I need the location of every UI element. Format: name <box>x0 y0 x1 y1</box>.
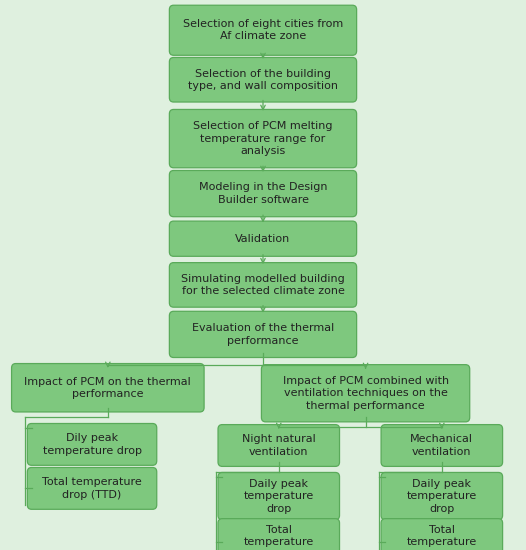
Text: Daily peak
temperature
drop: Daily peak temperature drop <box>407 478 477 514</box>
FancyBboxPatch shape <box>381 472 502 520</box>
Text: Total
temperature
drop (TTD): Total temperature drop (TTD) <box>244 525 314 550</box>
Text: Selection of eight cities from
Af climate zone: Selection of eight cities from Af climat… <box>183 19 343 41</box>
Text: Total temperature
drop (TTD): Total temperature drop (TTD) <box>42 477 142 499</box>
FancyBboxPatch shape <box>169 109 357 168</box>
Text: Daily peak
temperature
drop: Daily peak temperature drop <box>244 478 314 514</box>
Text: Dily peak
temperature drop: Dily peak temperature drop <box>43 433 141 455</box>
FancyBboxPatch shape <box>381 519 502 550</box>
FancyBboxPatch shape <box>261 365 470 422</box>
FancyBboxPatch shape <box>169 6 357 56</box>
FancyBboxPatch shape <box>381 425 502 466</box>
Text: Modeling in the Design
Builder software: Modeling in the Design Builder software <box>199 183 327 205</box>
Text: Simulating modelled building
for the selected climate zone: Simulating modelled building for the sel… <box>181 274 345 296</box>
FancyBboxPatch shape <box>169 263 357 307</box>
FancyBboxPatch shape <box>218 425 340 466</box>
FancyBboxPatch shape <box>218 519 340 550</box>
Text: Impact of PCM combined with
ventilation techniques on the
thermal performance: Impact of PCM combined with ventilation … <box>282 376 449 411</box>
FancyBboxPatch shape <box>27 424 157 465</box>
FancyBboxPatch shape <box>218 472 340 520</box>
FancyBboxPatch shape <box>169 221 357 256</box>
FancyBboxPatch shape <box>169 58 357 102</box>
FancyBboxPatch shape <box>169 311 357 358</box>
FancyBboxPatch shape <box>12 364 204 412</box>
Text: Total
temperature
drop (TTD): Total temperature drop (TTD) <box>407 525 477 550</box>
Text: Selection of the building
type, and wall composition: Selection of the building type, and wall… <box>188 69 338 91</box>
Text: Impact of PCM on the thermal
performance: Impact of PCM on the thermal performance <box>24 377 191 399</box>
Text: Mechanical
ventilation: Mechanical ventilation <box>410 434 473 456</box>
Text: Evaluation of the thermal
performance: Evaluation of the thermal performance <box>192 323 334 345</box>
FancyBboxPatch shape <box>169 170 357 217</box>
Text: Selection of PCM melting
temperature range for
analysis: Selection of PCM melting temperature ran… <box>193 121 333 156</box>
Text: Night natural
ventilation: Night natural ventilation <box>242 434 316 456</box>
FancyBboxPatch shape <box>27 468 157 509</box>
Text: Validation: Validation <box>235 234 291 244</box>
